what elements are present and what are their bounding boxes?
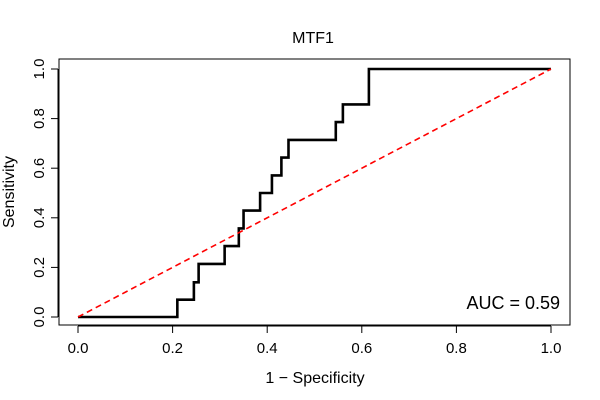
x-tick-label: 0.8 — [446, 340, 467, 357]
y-tick-label: 0.2 — [31, 257, 48, 278]
y-tick-label: 0.6 — [31, 158, 48, 179]
x-tick-label: 0.2 — [162, 340, 183, 357]
x-axis-label: 1 − Specificity — [265, 370, 364, 387]
y-tick-label: 0.4 — [31, 207, 48, 228]
x-tick-label: 0.4 — [257, 340, 278, 357]
x-tick-label: 0.0 — [68, 340, 89, 357]
plot-area-border — [58, 58, 571, 326]
chance-diagonal-line — [77, 68, 552, 318]
y-axis: 0.0 0.2 0.4 0.6 0.8 1.0 — [31, 59, 59, 328]
y-axis-label: Sensitivity — [1, 156, 18, 228]
x-tick-label: 1.0 — [541, 340, 562, 357]
x-tick-label: 0.6 — [351, 340, 372, 357]
auc-annotation: AUC = 0.59 — [466, 293, 560, 313]
roc-curve-line — [78, 67, 551, 319]
y-tick-label: 0.8 — [31, 108, 48, 129]
chart-title: MTF1 — [292, 30, 334, 47]
y-tick-label: 0.0 — [31, 307, 48, 328]
y-tick-label: 1.0 — [31, 59, 48, 80]
series-layer — [77, 67, 552, 319]
x-axis: 0.0 0.2 0.4 0.6 0.8 1.0 — [68, 325, 562, 357]
